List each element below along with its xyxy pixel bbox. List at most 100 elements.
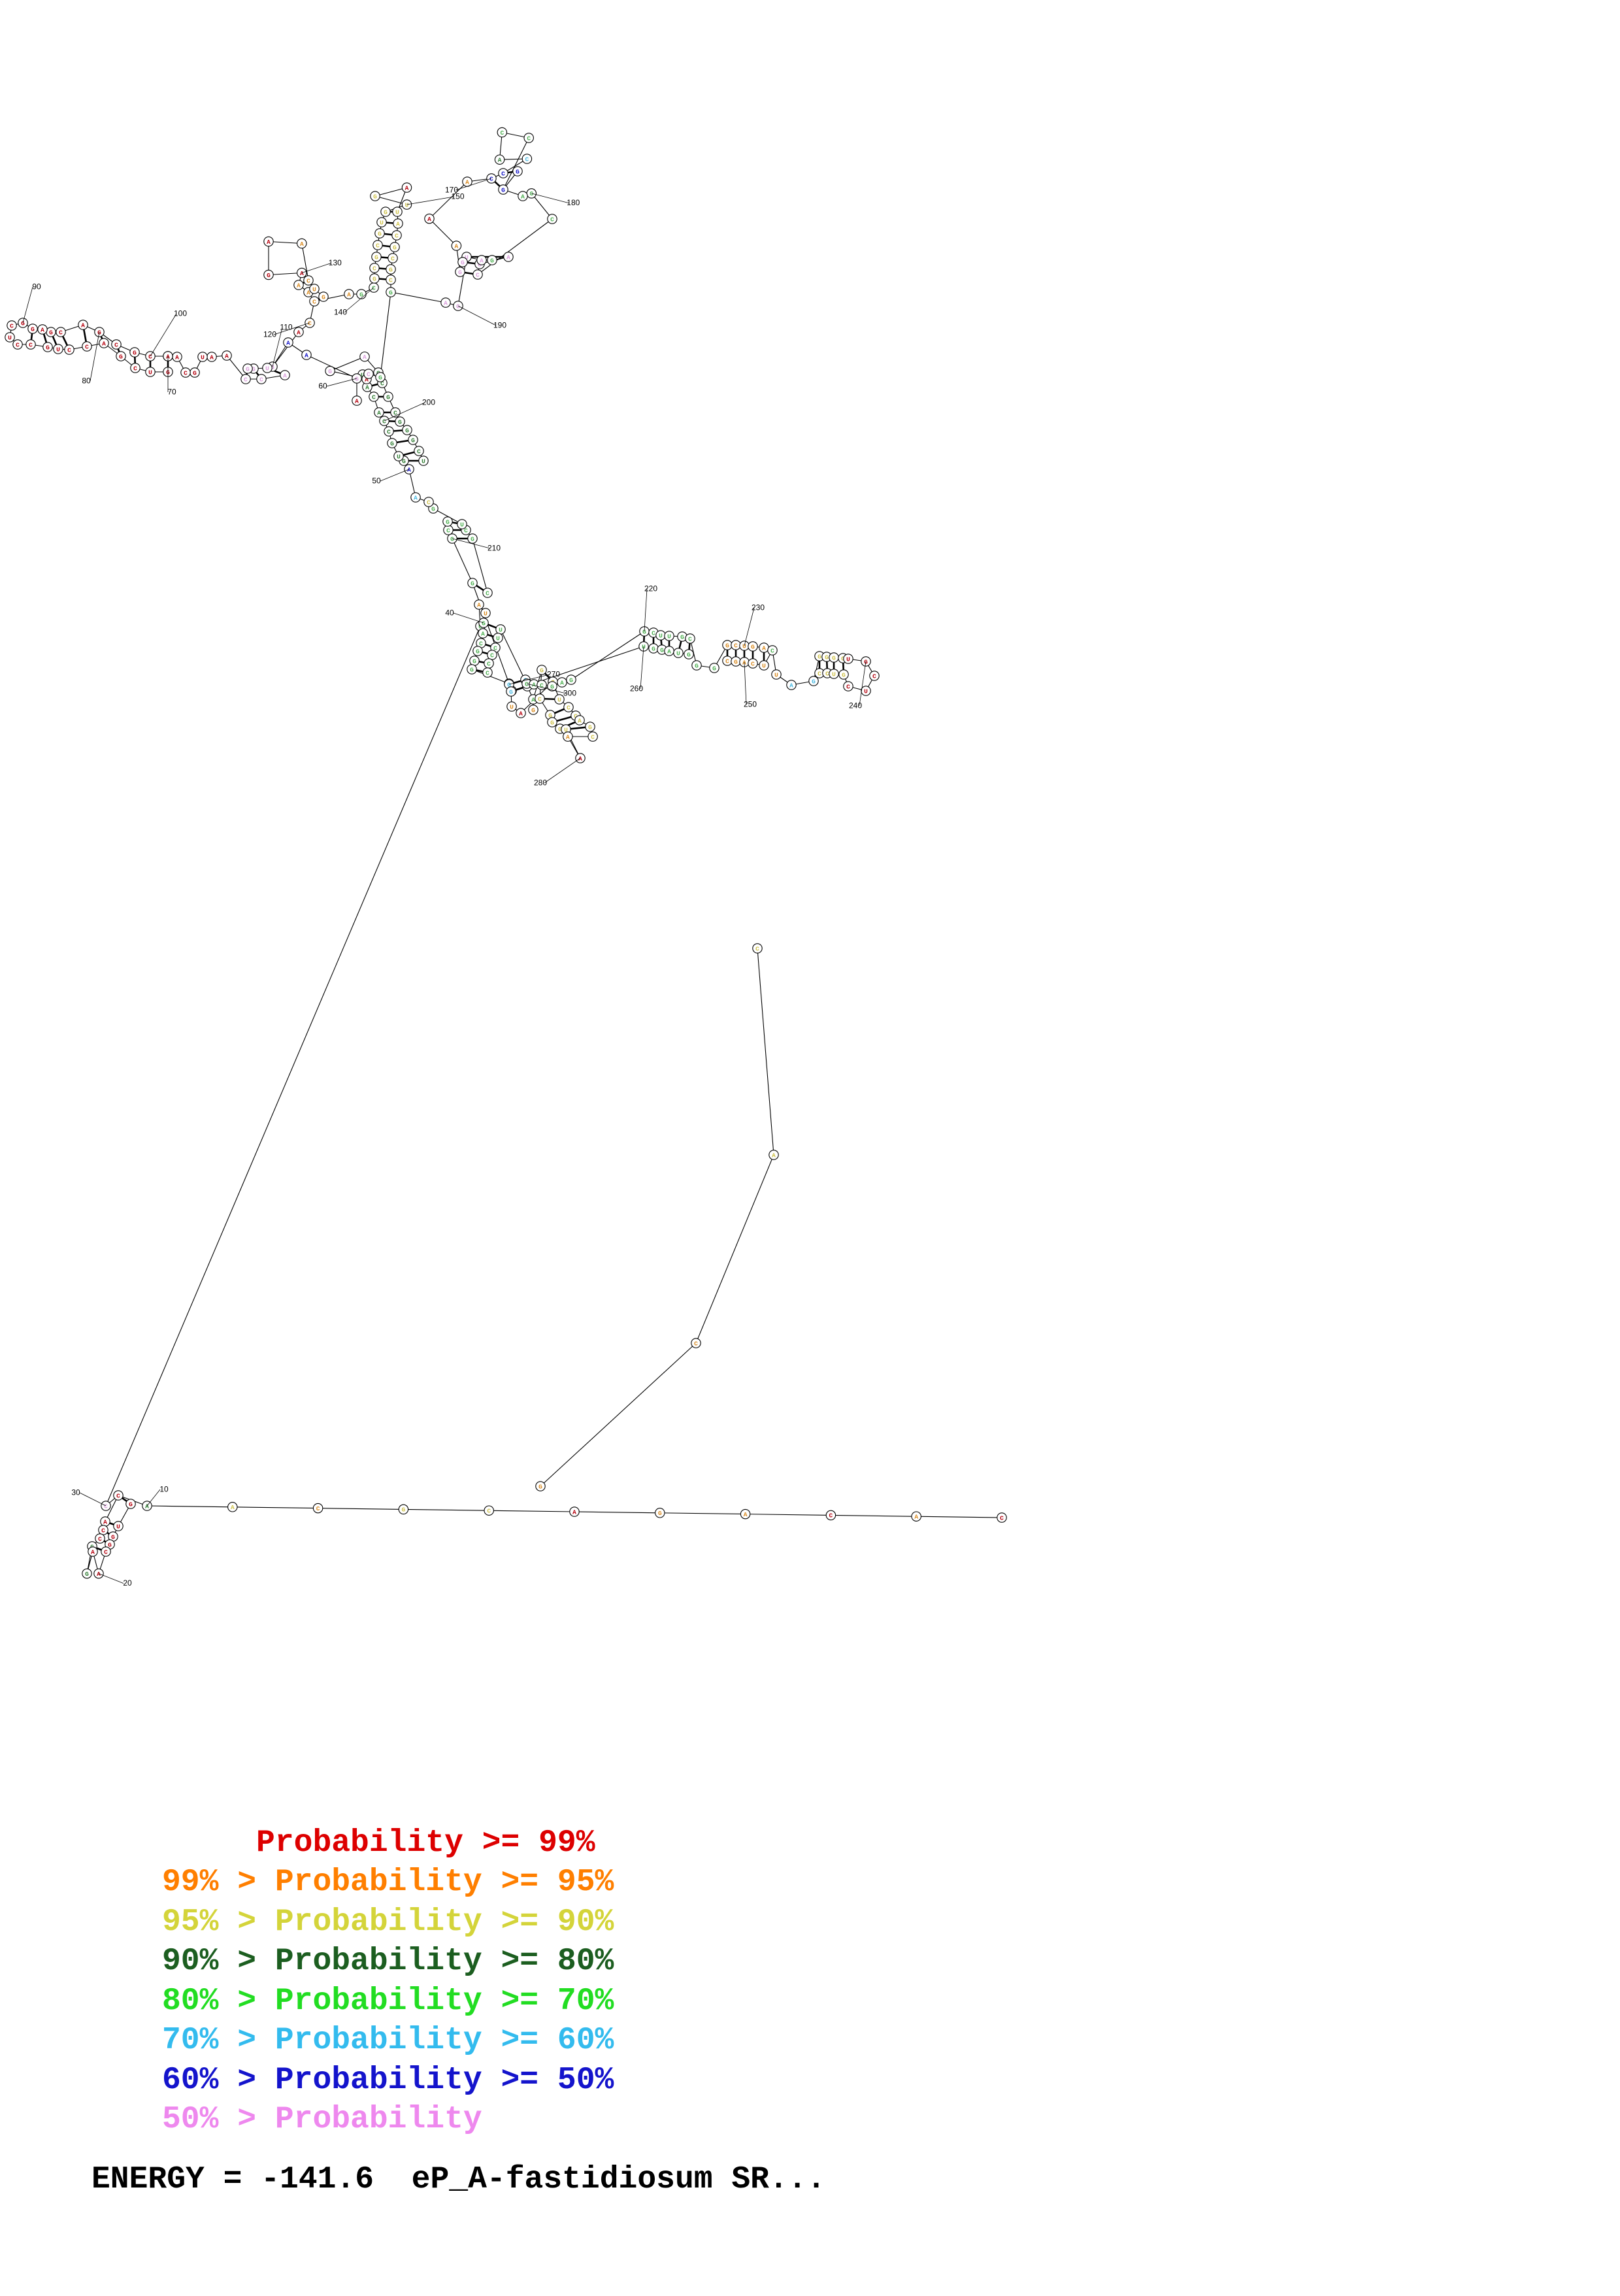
svg-text:G: G — [842, 671, 846, 678]
svg-text:C: C — [387, 428, 391, 435]
svg-text:A: A — [532, 681, 536, 688]
svg-text:C: C — [538, 695, 542, 703]
svg-text:G: G — [393, 244, 397, 251]
svg-text:G: G — [372, 275, 376, 282]
svg-text:G: G — [21, 320, 25, 327]
svg-text:C: C — [244, 376, 248, 383]
svg-text:C: C — [372, 393, 376, 401]
svg-text:A: A — [210, 354, 214, 361]
svg-text:A: A — [465, 178, 469, 186]
svg-text:60: 60 — [318, 381, 327, 390]
svg-text:C: C — [487, 1508, 491, 1515]
svg-text:U: U — [395, 208, 399, 216]
svg-text:U: U — [864, 688, 868, 695]
svg-text:A: A — [455, 242, 459, 250]
svg-text:G: G — [476, 648, 480, 655]
svg-text:C: C — [312, 298, 316, 305]
svg-text:A: A — [572, 1508, 576, 1516]
svg-text:G: G — [712, 665, 716, 672]
svg-text:280: 280 — [534, 778, 547, 787]
svg-text:A: A — [225, 352, 229, 359]
svg-text:G: G — [31, 325, 35, 333]
svg-text:C: C — [116, 1492, 120, 1499]
svg-text:A: A — [305, 352, 308, 359]
svg-text:A: A — [81, 322, 85, 329]
svg-text:A: A — [363, 354, 367, 361]
svg-text:A: A — [231, 1504, 235, 1511]
svg-text:U: U — [148, 369, 152, 376]
svg-text:C: C — [306, 277, 310, 284]
svg-text:A: A — [481, 630, 485, 637]
svg-text:C: C — [694, 1340, 698, 1347]
svg-text:C: C — [652, 629, 655, 637]
svg-text:U: U — [742, 642, 746, 650]
svg-text:C: C — [184, 369, 188, 376]
svg-text:U: U — [846, 656, 850, 663]
svg-text:U: U — [8, 334, 12, 341]
svg-text:40: 40 — [445, 608, 454, 617]
svg-text:G: G — [373, 193, 377, 200]
svg-text:G: G — [470, 666, 474, 673]
svg-text:C: C — [427, 499, 431, 506]
svg-text:120: 120 — [263, 329, 276, 339]
svg-text:G: G — [389, 289, 393, 296]
svg-text:C: C — [825, 670, 829, 677]
svg-text:C: C — [751, 660, 755, 667]
svg-text:G: G — [832, 654, 836, 661]
svg-text:A: A — [560, 679, 564, 686]
svg-text:U: U — [496, 635, 500, 642]
svg-text:C: C — [417, 448, 421, 455]
svg-text:A: A — [789, 682, 793, 689]
svg-text:G: G — [458, 269, 462, 276]
svg-text:G: G — [812, 678, 816, 685]
svg-text:C: C — [259, 376, 263, 383]
svg-text:C: C — [755, 945, 759, 952]
svg-text:A: A — [297, 282, 301, 289]
svg-text:100: 100 — [174, 308, 187, 318]
svg-text:G: G — [129, 1501, 133, 1508]
svg-text:U: U — [659, 632, 663, 639]
svg-text:G: G — [482, 620, 486, 627]
svg-text:U: U — [676, 650, 680, 657]
svg-text:G: G — [119, 353, 123, 360]
svg-text:U: U — [312, 286, 316, 293]
svg-text:G: G — [538, 1483, 542, 1490]
svg-text:A: A — [531, 696, 535, 703]
svg-text:U: U — [667, 633, 671, 640]
svg-text:C: C — [389, 276, 393, 284]
svg-text:A: A — [91, 1548, 95, 1556]
svg-text:A: A — [300, 270, 304, 277]
svg-text:C: C — [591, 733, 595, 740]
svg-text:U: U — [499, 626, 503, 633]
svg-text:A: A — [519, 710, 523, 717]
svg-text:A: A — [175, 354, 179, 361]
svg-text:U: U — [484, 610, 488, 617]
svg-text:C: C — [872, 673, 876, 680]
svg-text:G: G — [378, 374, 382, 381]
svg-text:140: 140 — [334, 307, 347, 316]
svg-text:50: 50 — [372, 476, 381, 485]
svg-text:U: U — [405, 201, 409, 208]
svg-text:240: 240 — [849, 701, 862, 710]
svg-text:U: U — [397, 453, 401, 460]
svg-text:270: 270 — [547, 669, 560, 678]
svg-text:A: A — [772, 1152, 776, 1159]
svg-text:G: G — [550, 683, 554, 690]
svg-text:G: G — [267, 272, 271, 279]
svg-text:10: 10 — [159, 1484, 169, 1493]
svg-text:G: G — [386, 393, 390, 401]
svg-text:C: C — [725, 657, 729, 665]
svg-text:C: C — [98, 1535, 102, 1542]
svg-text:U: U — [832, 671, 836, 678]
svg-text:A: A — [477, 601, 481, 608]
svg-text:C: C — [550, 216, 554, 223]
svg-text:C: C — [101, 1527, 105, 1534]
svg-text:A: A — [414, 494, 418, 501]
svg-text:170: 170 — [445, 185, 458, 194]
svg-text:C: C — [1000, 1514, 1004, 1522]
svg-text:G: G — [322, 293, 325, 301]
svg-text:A: A — [300, 241, 304, 248]
svg-text:A: A — [762, 644, 766, 652]
svg-text:260: 260 — [630, 684, 643, 693]
svg-text:A: A — [41, 326, 44, 333]
